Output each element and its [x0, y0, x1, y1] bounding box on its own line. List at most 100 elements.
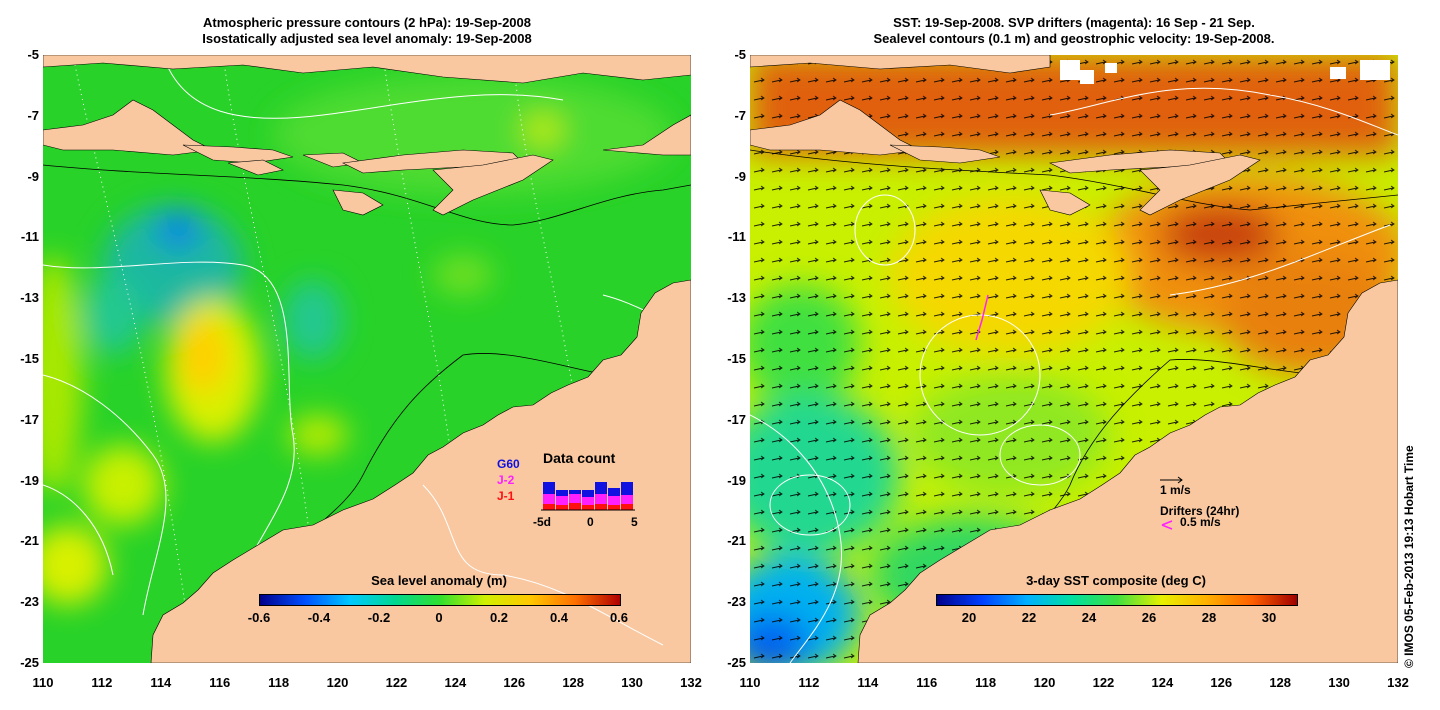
data-count-axis-mid: 0: [587, 515, 594, 529]
cloud-mask: [1060, 60, 1390, 84]
data-count-title: Data count: [543, 450, 616, 466]
sst-svg: [750, 55, 1398, 663]
data-count-bar: [543, 482, 555, 494]
australia-landmass: [150, 279, 691, 663]
right-x-tick-label: 128: [1269, 675, 1292, 690]
left-x-tick-label: 116: [209, 675, 231, 690]
sla-colorbar-tick: 0: [435, 610, 443, 625]
sst-colorbar-tick: 22: [1021, 610, 1037, 625]
mission-j1-label: J-1: [497, 489, 515, 503]
data-count-bar: [621, 495, 633, 504]
data-count-bar: [556, 490, 568, 496]
data-count-bar: [569, 490, 581, 494]
mission-j2-label: J-2: [497, 473, 515, 487]
right-title: SST: 19-Sep-2008. SVP drifters (magenta)…: [750, 15, 1398, 47]
right-y-tick-label: -19: [727, 472, 746, 488]
sea-level-anomaly-svg: [43, 55, 691, 663]
data-count-bars: [543, 482, 633, 510]
left-x-tick-label: 128: [562, 675, 585, 690]
left-x-tick-label: 130: [621, 675, 643, 690]
indonesia-islands-sst: [750, 55, 1261, 216]
data-count-bar: [621, 482, 633, 495]
left-colorbar-title: Sea level anomaly (m): [371, 573, 507, 588]
left-title-line1: Atmospheric pressure contours (2 hPa): 1…: [203, 15, 531, 30]
right-y-tick-label: -9: [734, 168, 746, 184]
right-x-tick-label: 118: [975, 675, 997, 690]
sla-colorbar-tick: 0.6: [609, 610, 629, 625]
right-x-tick-label: 114: [857, 675, 879, 690]
sst-colorbar-tick: 28: [1201, 610, 1217, 625]
right-y-tick-label: -17: [727, 411, 746, 427]
left-y-tick-label: -15: [20, 351, 39, 366]
left-x-tick-label: 126: [503, 675, 526, 690]
sea-level-anomaly-map: [43, 55, 691, 663]
left-title-line2: Isostatically adjusted sea level anomaly…: [202, 31, 532, 46]
sla-colorbar-tick: -0.2: [367, 610, 391, 625]
data-count-bar: [608, 505, 620, 510]
sst-colorbar: [936, 594, 1298, 606]
sst-colorbar-tick: 30: [1261, 610, 1277, 625]
data-count-bar: [595, 494, 607, 504]
drifter-legend-glyph: [1161, 520, 1173, 530]
left-y-tick-label: -19: [20, 472, 39, 488]
left-y-tick-label: -13: [20, 290, 39, 306]
australia-landmass-sst: [857, 279, 1398, 663]
left-x-tick-label: 110: [32, 675, 54, 690]
data-count-bar: [595, 504, 607, 510]
sst-colorbar-tick: 24: [1081, 610, 1097, 625]
left-y-tick-label: -17: [20, 411, 39, 427]
mission-g60-label: G60: [497, 457, 520, 471]
sla-field: [43, 75, 673, 605]
sla-colorbar-tick: 0.2: [489, 610, 509, 625]
left-y-tick-label: -23: [20, 594, 39, 610]
sla-colorbar-tick: -0.6: [247, 610, 271, 625]
data-count-bar: [569, 503, 581, 510]
right-y-tick-label: -21: [727, 533, 746, 549]
right-x-tick-label: 122: [1092, 675, 1115, 690]
sla-colorbar: [259, 594, 621, 606]
right-x-tick-label: 116: [916, 675, 938, 690]
right-x-tick-label: 130: [1328, 675, 1350, 690]
data-count-axis-end: 5: [631, 515, 638, 529]
data-count-axis-start: -5d: [533, 515, 551, 529]
left-title: Atmospheric pressure contours (2 hPa): 1…: [43, 15, 691, 47]
right-x-tick-label: 126: [1210, 675, 1233, 690]
data-count-bar: [608, 496, 620, 505]
left-x-tick-label: 118: [268, 675, 290, 690]
left-x-tick-label: 114: [150, 675, 172, 690]
left-x-tick-label: 132: [680, 675, 702, 690]
sla-colorbar-tick: 0.4: [549, 610, 569, 625]
right-x-tick-label: 120: [1033, 675, 1056, 690]
left-y-tick-label: -21: [20, 533, 39, 549]
sst-map: [750, 55, 1398, 663]
land-contour: [422, 484, 664, 646]
right-title-line1: SST: 19-Sep-2008. SVP drifters (magenta)…: [893, 15, 1255, 30]
right-y-tick-label: -23: [727, 594, 746, 610]
right-y-tick-label: -25: [727, 655, 746, 670]
left-x-tick-label: 112: [91, 675, 113, 690]
right-x-tick-label: 112: [798, 675, 820, 690]
right-y-tick-label: -13: [727, 290, 746, 306]
indonesia-islands: [43, 55, 691, 216]
left-y-tick-label: -25: [20, 655, 39, 670]
data-count-bar: [556, 505, 568, 510]
velocity-scale-arrow: [1160, 476, 1183, 484]
left-y-tick-label: -5: [27, 47, 39, 62]
data-count-bar: [582, 490, 594, 497]
data-count-bar: [569, 494, 581, 503]
left-y-tick-label: -9: [27, 168, 39, 184]
right-title-line2: Sealevel contours (0.1 m) and geostrophi…: [873, 31, 1275, 46]
data-count-bar: [608, 488, 620, 496]
data-count-bar: [595, 482, 607, 494]
data-count-bar: [621, 504, 633, 510]
left-y-tick-label: -7: [27, 107, 39, 123]
data-count-bar: [543, 494, 555, 504]
data-count-inset: [541, 482, 635, 511]
sst-colorbar-tick: 20: [961, 610, 977, 625]
drifters-label: Drifters (24hr): [1160, 504, 1240, 518]
right-y-tick-label: -11: [727, 229, 746, 245]
right-y-tick-label: -15: [727, 351, 746, 366]
sealevel-contours: [750, 87, 1398, 663]
left-x-tick-label: 120: [326, 675, 349, 690]
data-count-bar: [582, 497, 594, 505]
